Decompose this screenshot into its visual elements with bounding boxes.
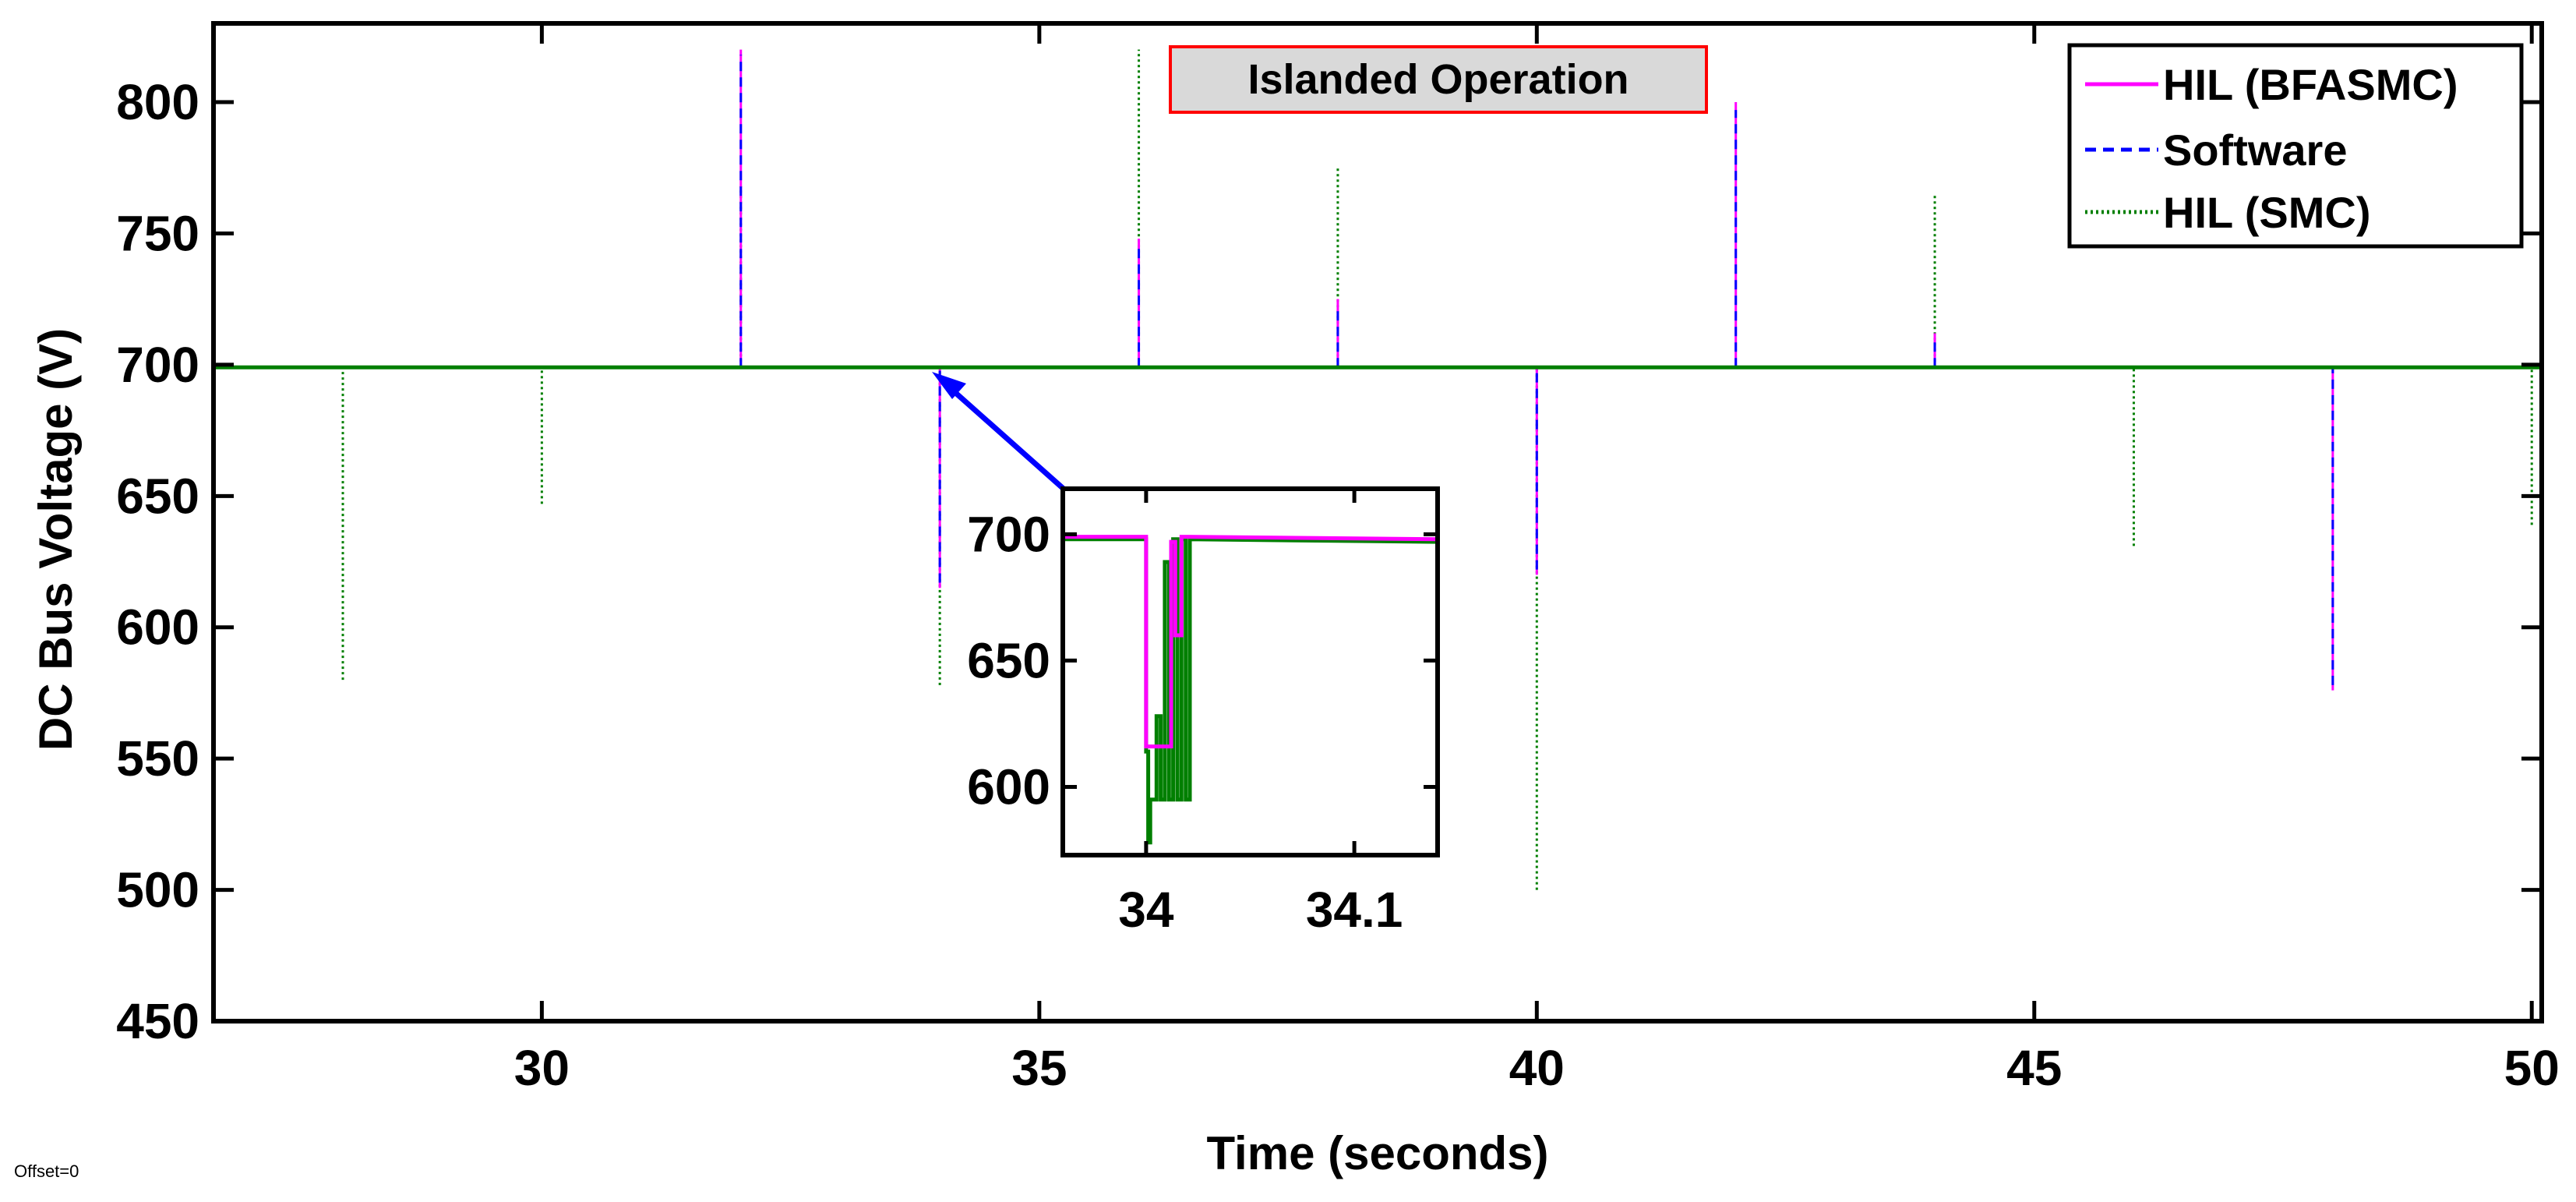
main-ticks-group: 30 35 40 45 50 450 500 550 600 650 700 750 800: [116, 23, 2560, 1096]
legend: HIL (BFASMC) Software HIL (SMC): [2067, 43, 2524, 249]
x-axis-label: Time (seconds): [1206, 1127, 1548, 1179]
inset-y-tick-label: 600: [967, 758, 1050, 815]
inset-zoom-plot: 34 34.1 600 650 700: [967, 486, 1440, 938]
legend-label-hil-smc: HIL (SMC): [2163, 188, 2371, 237]
y-tick-label: 650: [116, 468, 199, 524]
main-series-group: [216, 49, 2539, 890]
inset-x-tick-label: 34: [1118, 882, 1174, 938]
inset-background: [1063, 489, 1438, 855]
inset-series-hil-smc: [1063, 537, 1438, 845]
legend-label-hil-bfasmc: HIL (BFASMC): [2163, 60, 2458, 109]
y-tick-label: 700: [116, 337, 199, 393]
series-software: [739, 55, 2334, 685]
inset-series-group: [1063, 535, 1438, 845]
inset-y-tick-label: 700: [967, 506, 1050, 562]
offset-label: Offset=0: [14, 1161, 79, 1181]
x-tick-label: 45: [2006, 1040, 2062, 1096]
legend-box: [2067, 43, 2524, 249]
x-tick-label: 30: [514, 1040, 570, 1096]
x-tick-label: 35: [1011, 1040, 1067, 1096]
y-tick-label: 550: [116, 730, 199, 787]
y-tick-label: 450: [116, 993, 199, 1049]
y-axis-label: DC Bus Voltage (V): [30, 328, 82, 751]
inset-y-tick-label: 650: [967, 632, 1050, 688]
y-tick-label: 750: [116, 205, 199, 261]
inset-x-tick-label: 34.1: [1306, 882, 1403, 938]
inset-pointer-arrow: [932, 372, 1067, 492]
x-tick-label: 40: [1509, 1040, 1565, 1096]
y-tick-label: 500: [116, 862, 199, 918]
inset-series-hil-bfasmc: [1063, 535, 1438, 749]
x-tick-label: 50: [2504, 1040, 2560, 1096]
legend-label-software: Software: [2163, 126, 2348, 175]
annotation-box: Islanded Operation: [1169, 45, 1708, 114]
inset-frame: [1060, 486, 1440, 857]
y-tick-label: 800: [116, 74, 199, 130]
y-tick-label: 600: [116, 599, 199, 656]
plot-area-frame: [211, 21, 2544, 1023]
annotation-text: Islanded Operation: [1247, 56, 1629, 103]
